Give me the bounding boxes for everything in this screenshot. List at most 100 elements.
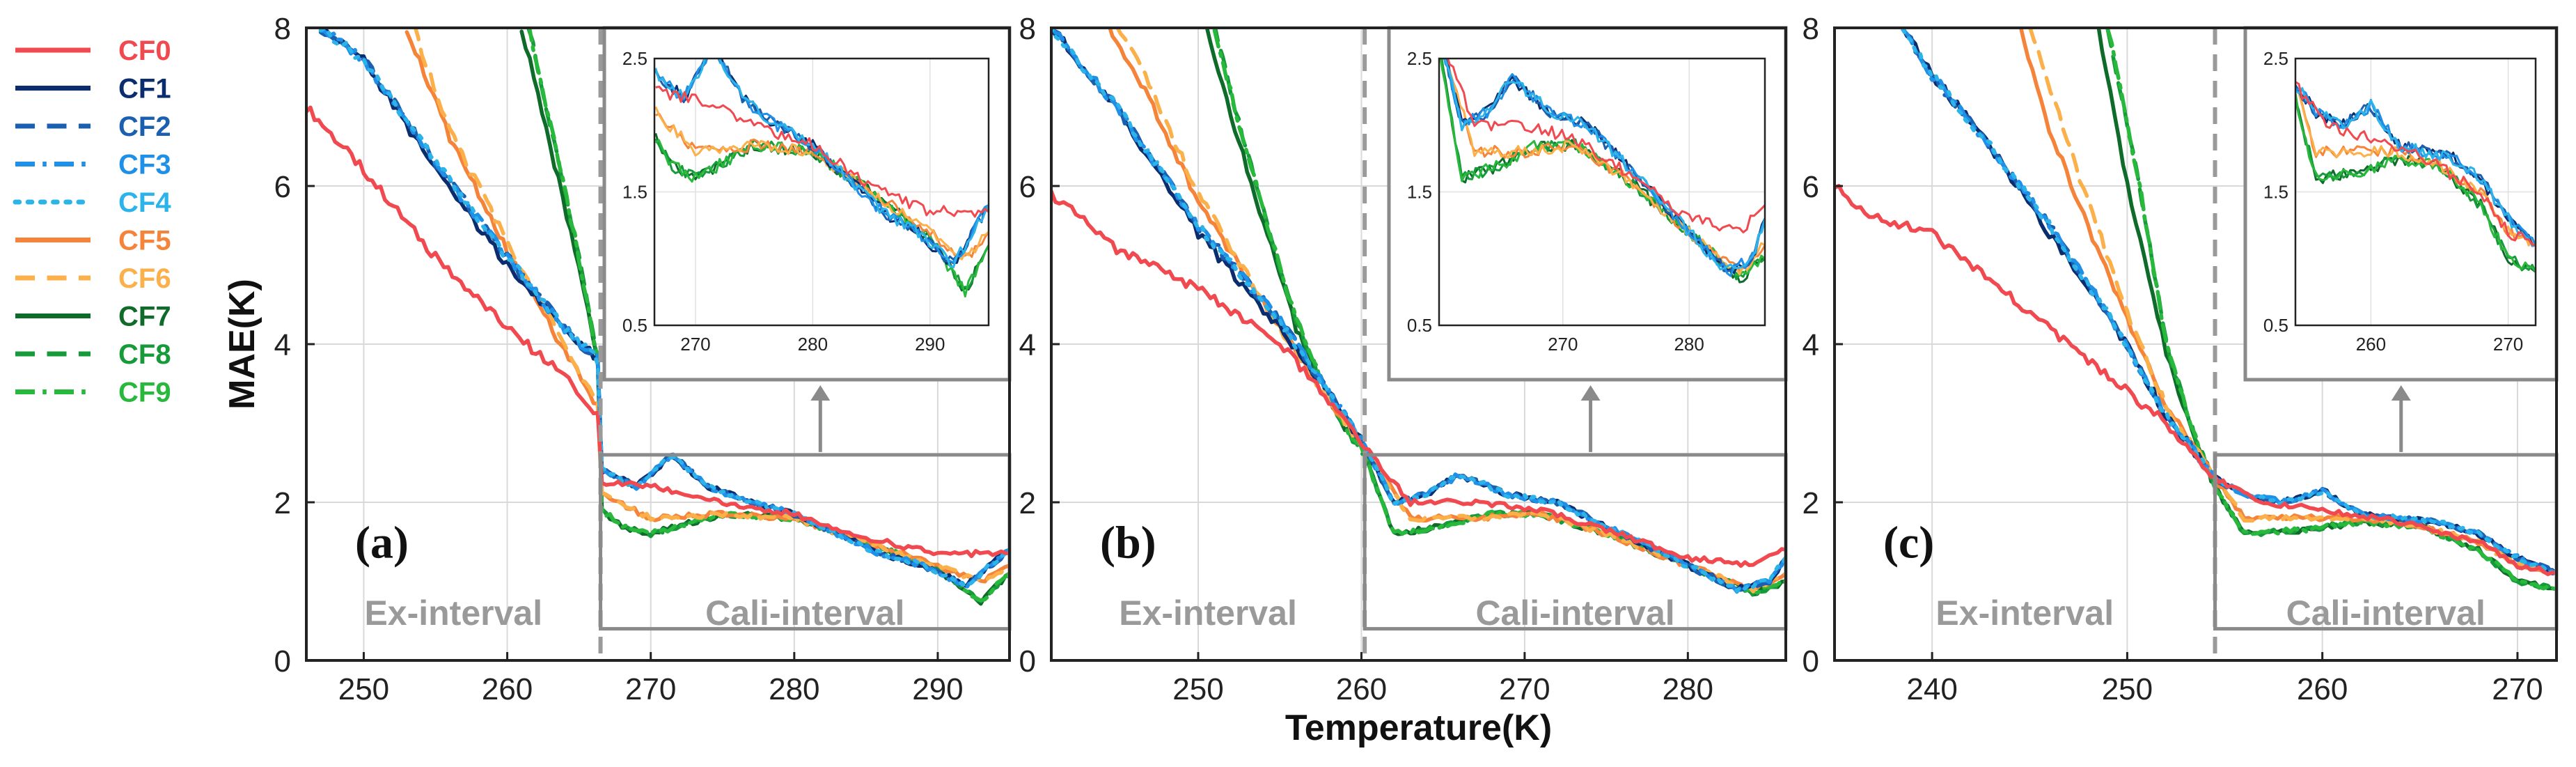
y-tick-label: 0: [274, 644, 291, 679]
legend-label-cf0: CF0: [118, 36, 171, 66]
series-group: [1051, 28, 1786, 598]
inset-tick-x: 260: [2356, 334, 2386, 355]
y-axis-label: MAE(K): [222, 279, 262, 410]
inset-tick-x: 280: [1674, 334, 1704, 355]
legend-label-cf2: CF2: [118, 111, 171, 142]
y-tick-label: 2: [274, 486, 291, 520]
series-line-cf4: [318, 28, 1010, 587]
x-tick-label: 240: [1906, 672, 1957, 706]
zone-label-cali: Cali-interval: [2286, 594, 2485, 633]
zone-label-cali: Cali-interval: [705, 594, 904, 633]
y-tick-label: 6: [274, 170, 291, 204]
x-tick-label: 250: [1172, 672, 1223, 706]
x-tick-label: 280: [769, 672, 819, 706]
inset-tick-y: 0.5: [2263, 315, 2288, 336]
inset-series-line-cf0: [2295, 81, 2536, 247]
inset-series-line-cf0: [1447, 59, 1765, 233]
y-tick-label: 0: [1803, 644, 1819, 679]
panel-label: (b): [1100, 517, 1156, 568]
legend-label-cf9: CF9: [118, 378, 171, 408]
inset-tick-x: 270: [680, 334, 710, 355]
legend-label-cf7: CF7: [118, 302, 171, 332]
inset-plot-frame: [2294, 57, 2537, 327]
inset-tick-y: 0.5: [622, 315, 647, 336]
inset-series-line-cf4: [654, 59, 989, 269]
inset-frame: [1387, 26, 1788, 382]
inset-series-line-cf0: [655, 86, 989, 218]
legend-label-cf3: CF3: [118, 150, 171, 180]
series-line-cf0: [1835, 183, 2557, 577]
x-tick-label: 260: [2297, 672, 2348, 706]
inset-series-line-cf4: [1444, 59, 1765, 271]
x-tick-label: 270: [625, 672, 676, 706]
zone-label-ex: Ex-interval: [364, 594, 542, 633]
inset-series-line-cf9: [2295, 93, 2536, 273]
legend-label-cf1: CF1: [118, 74, 171, 104]
legend: CF0 CF1 CF2 CF3 CF4 CF5 CF6 CF7 CF8 CF9: [13, 36, 171, 408]
y-tick-label: 8: [1019, 12, 1036, 46]
zone-label-cali: Cali-interval: [1475, 594, 1674, 633]
inset-plot-frame: [653, 57, 990, 327]
y-tick-label: 4: [274, 328, 291, 362]
series-line-cf0: [1051, 189, 1786, 568]
inset-frame: [2243, 26, 2559, 382]
inset-series-line-cf6: [1445, 59, 1765, 276]
series-line-cf6: [413, 28, 1010, 584]
panel-label: (c): [1883, 517, 1934, 568]
x-tick-label: 290: [912, 672, 963, 706]
panel-a: Ex-interval Cali-interval(a)270 280 2900.51…: [222, 12, 1012, 706]
inset-series-group: [654, 59, 989, 297]
inset-tick-x: 270: [2493, 334, 2523, 355]
zoom-arrow-head: [2391, 385, 2411, 401]
inset-tick-y: 1.5: [622, 182, 647, 203]
inset-tick-x: 290: [915, 334, 945, 355]
y-tick-label: 8: [274, 12, 291, 46]
y-tick-label: 8: [1803, 12, 1819, 46]
inset-tick-x: 280: [798, 334, 828, 355]
x-axis-label: Temperature(K): [1285, 708, 1552, 748]
x-tick-label: 260: [1336, 672, 1387, 706]
inset-tick-x: 270: [1548, 334, 1578, 355]
inset-tick-y: 2.5: [622, 48, 647, 69]
zoom-arrow-head: [810, 385, 831, 401]
legend-label-cf6: CF6: [118, 263, 171, 294]
legend-label-cf8: CF8: [118, 339, 171, 370]
series-line-cf4: [1051, 28, 1786, 594]
series-group: [306, 28, 1010, 606]
x-tick-label: 250: [338, 672, 389, 706]
series-line-cf0: [306, 105, 1010, 559]
x-tick-label: 250: [2102, 672, 2153, 706]
inset-plot-frame: [1438, 57, 1766, 327]
inset-tick-y: 2.5: [2263, 48, 2288, 69]
inset-series-line-cf4: [2295, 87, 2536, 247]
zone-label-ex: Ex-interval: [1119, 594, 1297, 633]
y-tick-label: 4: [1019, 328, 1036, 362]
series-group: [1835, 28, 2557, 592]
y-tick-label: 4: [1803, 328, 1819, 362]
inset-series-group: [1439, 59, 1765, 284]
inset-tick-y: 2.5: [1407, 48, 1432, 69]
y-tick-label: 6: [1019, 170, 1036, 204]
x-tick-label: 280: [1663, 672, 1713, 706]
inset-tick-y: 1.5: [2263, 182, 2288, 203]
x-tick-label: 260: [482, 672, 533, 706]
series-line-cf9: [2105, 28, 2557, 591]
x-tick-label: 270: [2492, 672, 2543, 706]
legend-label-cf5: CF5: [118, 226, 171, 256]
zoom-arrow-head: [1580, 385, 1601, 401]
y-tick-label: 2: [1019, 486, 1036, 520]
y-tick-label: 2: [1803, 486, 1819, 520]
legend-label-cf4: CF4: [118, 187, 171, 218]
y-tick-label: 6: [1803, 170, 1819, 204]
inset-series-group: [2295, 81, 2536, 273]
panel-label: (a): [355, 517, 409, 568]
y-tick-label: 0: [1019, 644, 1036, 679]
panel-c: Ex-interval Cali-interval(c)260 2700.51.52…: [1803, 12, 2559, 706]
zone-label-ex: Ex-interval: [1935, 594, 2114, 633]
inset-tick-y: 0.5: [1407, 315, 1432, 336]
panel-b: Ex-interval Cali-interval(b)270 2800.51.52…: [1019, 12, 1788, 748]
inset-tick-y: 1.5: [1407, 182, 1432, 203]
x-tick-label: 270: [1499, 672, 1550, 706]
inset-series-line-cf8: [654, 138, 989, 290]
